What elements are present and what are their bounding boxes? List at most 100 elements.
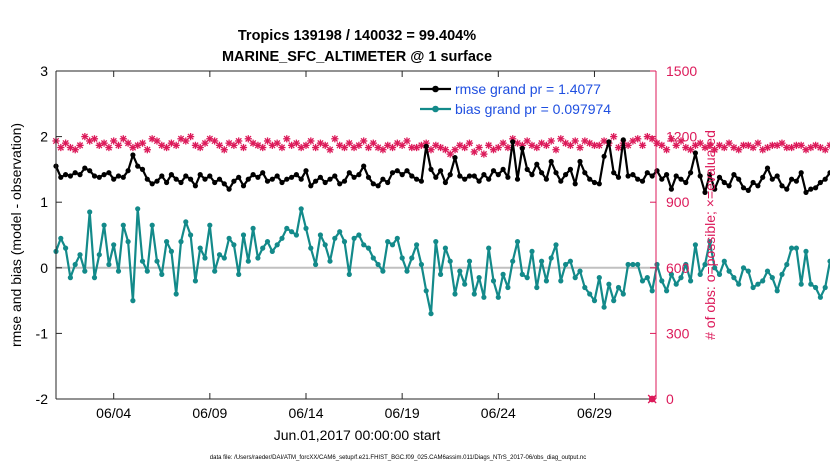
rmse-point — [577, 158, 583, 165]
obs-point — [638, 141, 647, 149]
obs-point-stroke — [591, 142, 598, 149]
obs-point — [687, 146, 695, 154]
obs-point-stroke — [173, 142, 180, 149]
obs-point — [792, 141, 800, 149]
bias-point — [539, 258, 545, 264]
rmse-point — [370, 181, 376, 187]
obs-point — [379, 146, 387, 154]
bias-point — [231, 242, 237, 248]
obs-point-stroke — [168, 140, 175, 147]
bias-point — [192, 278, 198, 284]
obs-point-stroke — [312, 144, 319, 151]
bias-point — [606, 281, 612, 287]
obs-point — [547, 137, 555, 145]
obs-point-stroke — [749, 144, 757, 151]
bias-point — [548, 255, 554, 261]
obs-point — [57, 143, 65, 152]
bias-point — [721, 258, 727, 264]
obs-point-stroke — [745, 142, 752, 149]
obs-point — [494, 143, 502, 152]
bias-point — [793, 245, 800, 251]
obs-point-stroke — [374, 144, 382, 151]
bias-point — [327, 258, 333, 264]
obs-point — [124, 139, 132, 147]
bias-point — [188, 232, 194, 238]
rmse-point — [635, 176, 641, 182]
obs-point-stroke — [677, 137, 685, 145]
bias-point — [418, 261, 424, 268]
rmse-point — [827, 170, 830, 176]
legend-bias-label: bias grand pr = 0.097974 — [455, 101, 611, 117]
obs-point-stroke — [615, 144, 622, 151]
bias-point — [702, 261, 708, 268]
rmse-point — [769, 176, 775, 182]
rmse-point — [611, 170, 617, 176]
obs-point-stroke — [514, 140, 521, 147]
obs-point-stroke — [158, 142, 165, 149]
obs-point-stroke — [115, 142, 122, 149]
rmse-point — [539, 170, 545, 176]
rmse-point — [264, 178, 271, 184]
rmse-point — [341, 178, 348, 184]
rmse-point — [212, 179, 218, 186]
obs-point — [187, 133, 195, 141]
obs-point — [403, 137, 411, 145]
rmse-point — [231, 178, 237, 184]
obs-point — [595, 141, 603, 149]
obs-point-stroke — [360, 137, 367, 145]
rmse-point — [260, 170, 266, 176]
rmse-point — [659, 176, 665, 182]
bias-point — [654, 261, 660, 268]
obs-point-stroke — [461, 144, 468, 151]
obs-point-stroke — [523, 137, 531, 145]
rmse-point — [428, 166, 434, 172]
rmse-point — [303, 168, 309, 174]
bias-point — [399, 255, 405, 261]
obs-point-stroke — [72, 146, 79, 153]
rmse-point — [111, 176, 117, 182]
rmse-point — [144, 176, 150, 182]
obs-point — [239, 143, 248, 152]
rmse-point — [164, 179, 170, 186]
obs-point-stroke — [471, 148, 478, 156]
obs-point-stroke — [322, 142, 329, 149]
rmse-point — [678, 176, 684, 182]
obs-point-stroke — [528, 142, 536, 149]
obs-point-stroke — [245, 135, 252, 142]
rmse-point — [591, 179, 598, 186]
bias-point — [500, 271, 506, 277]
obs-point — [360, 137, 368, 145]
obs-point — [557, 135, 565, 143]
rmse-point — [216, 176, 223, 182]
bias-point — [813, 284, 819, 291]
obs-point-stroke — [812, 142, 819, 149]
obs-point — [465, 139, 474, 147]
obs-point — [244, 135, 252, 143]
bias-point — [692, 242, 699, 248]
obs-point — [321, 141, 329, 149]
bias-point — [197, 245, 203, 251]
chart-title-line2: MARINE_SFC_ALTIMETER @ 1 surface — [222, 49, 492, 65]
rmse-point — [625, 173, 631, 179]
rmse-point — [375, 183, 381, 189]
obs-point — [340, 143, 349, 152]
obs-point-stroke — [442, 146, 449, 153]
chart-title-line1: Tropics 139198 / 140032 = 99.404% — [238, 28, 476, 44]
legend-rmse-marker — [432, 85, 439, 93]
obs-point-stroke — [557, 135, 564, 142]
obs-point-stroke — [533, 144, 540, 151]
obs-point — [552, 146, 560, 154]
rmse-point — [813, 185, 819, 191]
obs-point — [754, 139, 762, 147]
rmse-point — [630, 172, 636, 178]
obs-point — [105, 143, 113, 152]
rmse-point — [543, 176, 550, 182]
obs-point-stroke — [293, 140, 300, 147]
y-tick-label-left: 1 — [40, 194, 48, 210]
rmse-point — [620, 137, 626, 143]
obs-point-stroke — [326, 146, 334, 153]
bias-point — [486, 245, 492, 251]
bias-point — [591, 298, 598, 304]
bias-point — [346, 271, 352, 277]
obs-point-stroke — [81, 133, 89, 140]
